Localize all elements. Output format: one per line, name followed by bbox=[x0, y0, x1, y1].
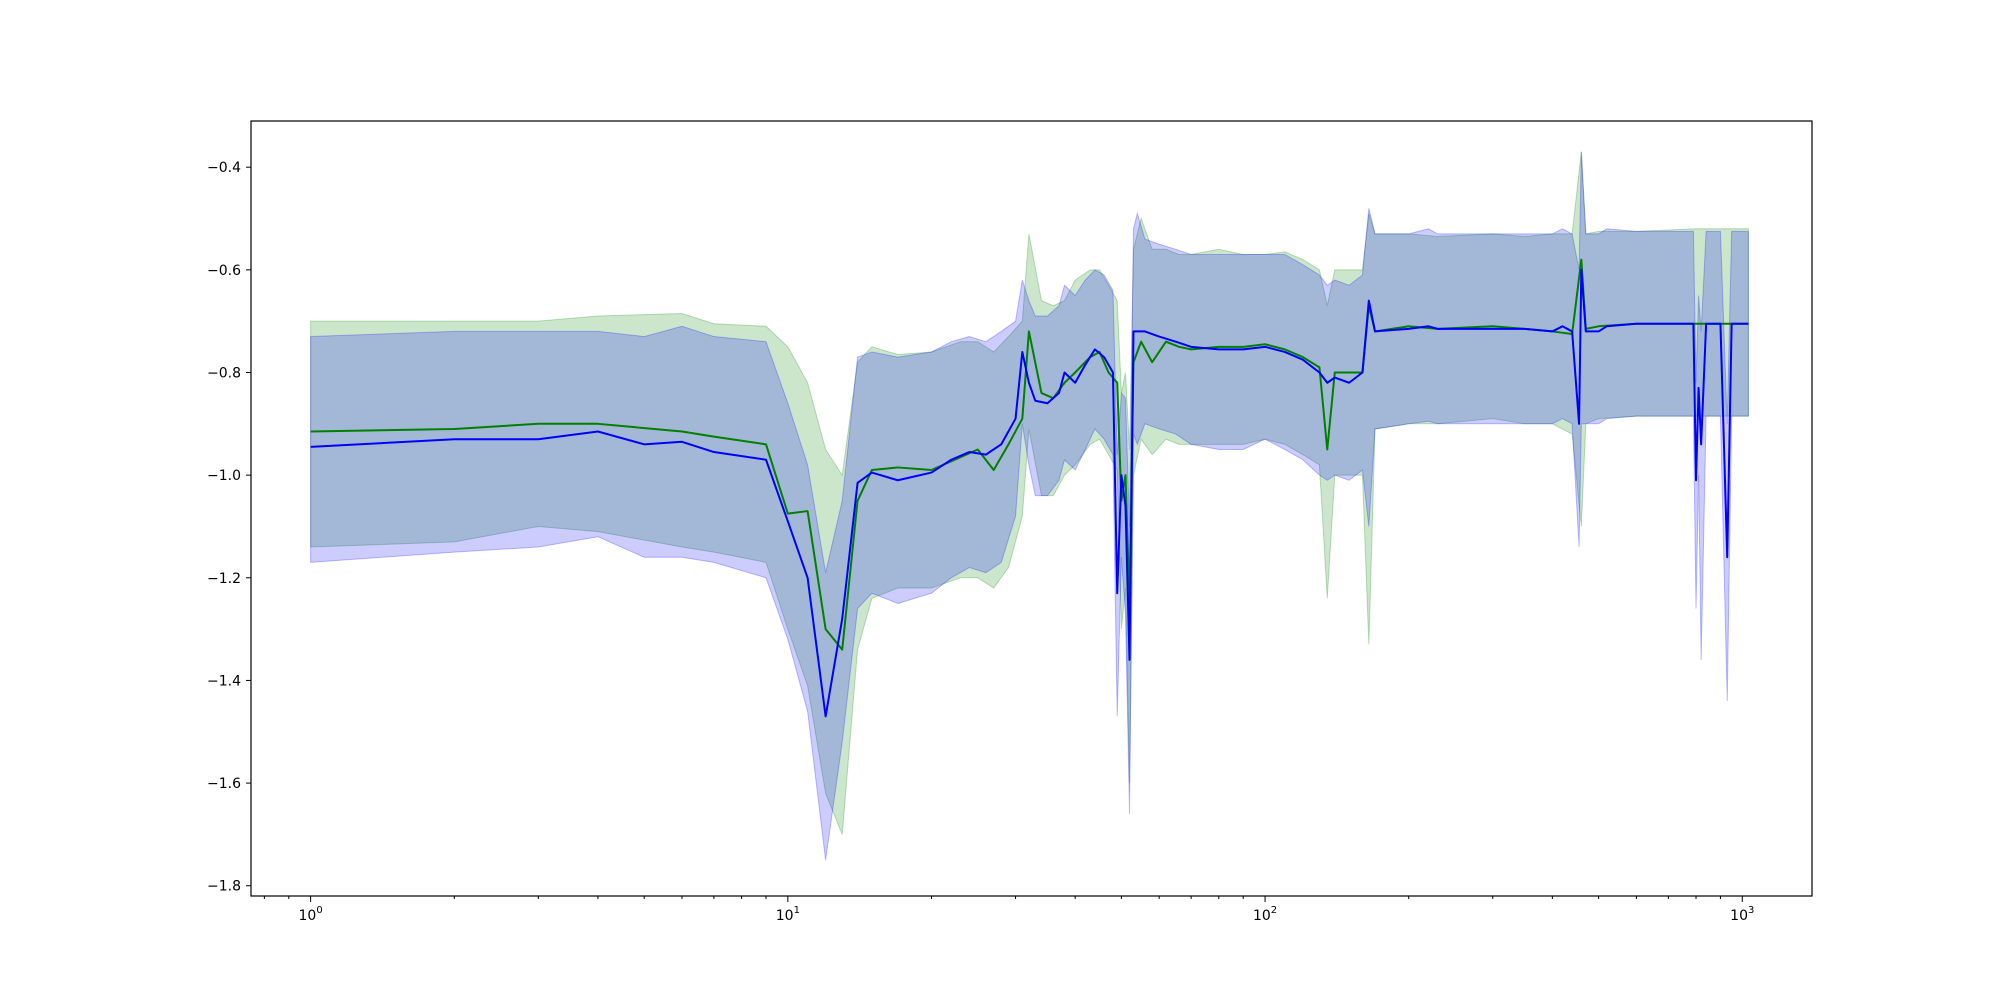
y-tick-label: −0.4 bbox=[207, 160, 241, 176]
y-tick-label: −0.6 bbox=[207, 263, 241, 279]
x-tick-label: 101 bbox=[776, 905, 800, 924]
series-lines bbox=[310, 258, 1749, 718]
plot-frame bbox=[250, 120, 1813, 897]
x-axis: 100 101 102 103 bbox=[263, 896, 1754, 924]
y-tick-label: −1.6 bbox=[207, 776, 241, 792]
y-tick-label: −1.2 bbox=[207, 571, 241, 587]
confidence-bands bbox=[310, 151, 1749, 861]
x-tick-label: 100 bbox=[299, 905, 323, 924]
y-tick-label: −1.8 bbox=[207, 879, 241, 895]
y-tick-label: −0.8 bbox=[207, 365, 241, 381]
series-1-line bbox=[310, 268, 1749, 718]
x-tick-label: 103 bbox=[1730, 905, 1754, 924]
y-tick-label: −1.4 bbox=[207, 673, 241, 689]
y-tick-label: −1.0 bbox=[207, 468, 241, 484]
y-axis: −0.4 −0.6 −0.8 −1.0 −1.2 −1.4 −1.6 −1.8 bbox=[207, 160, 251, 895]
series-0-band bbox=[310, 151, 1749, 835]
x-tick-label: 102 bbox=[1253, 905, 1277, 924]
